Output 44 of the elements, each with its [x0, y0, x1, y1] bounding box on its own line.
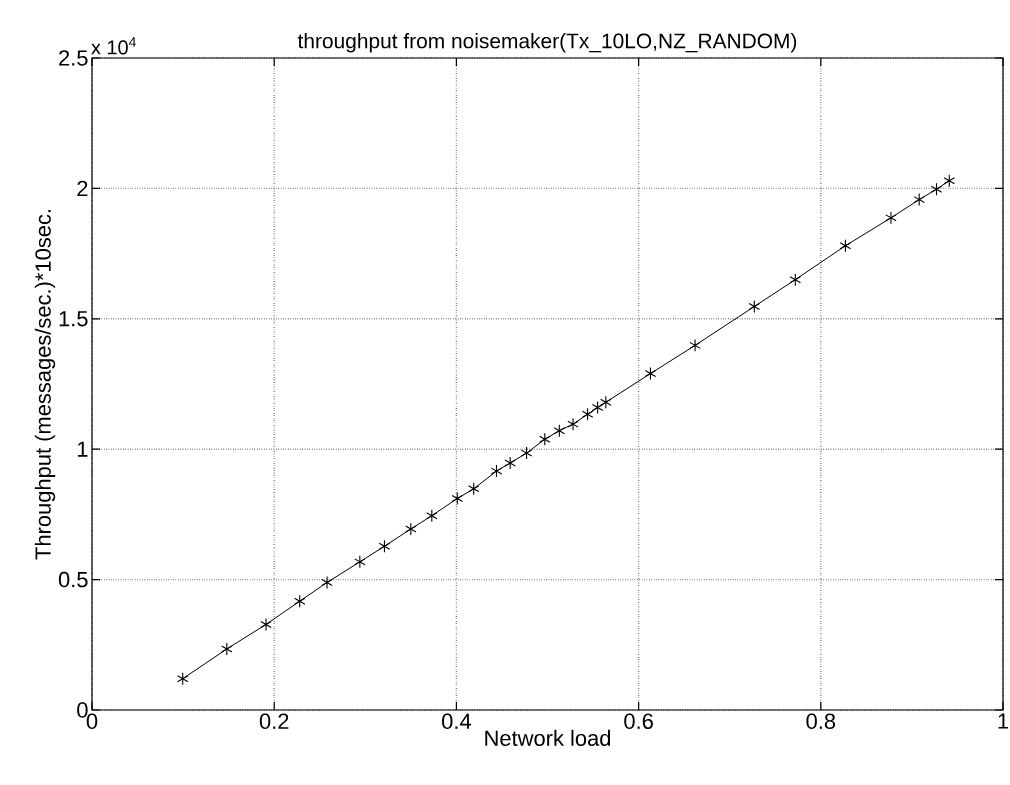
- point: [354, 555, 366, 569]
- y-tick-label: 2.5: [59, 50, 88, 66]
- chart-title: throughput from noisemaker(Tx_10LO,NZ_RANDOM): [297, 32, 797, 53]
- point: [467, 482, 480, 496]
- point: [260, 617, 272, 631]
- x-tick-label: 0.6: [624, 713, 653, 730]
- x-tick-label: 0.4: [442, 713, 471, 730]
- point: [451, 491, 464, 505]
- point: [520, 446, 533, 460]
- point: [885, 211, 897, 225]
- point: [539, 432, 551, 446]
- y-tick-label: 1: [77, 441, 88, 457]
- point: [221, 642, 233, 656]
- point: [913, 193, 925, 207]
- point: [177, 672, 189, 686]
- y-tick-label: 1.5: [59, 311, 88, 327]
- point: [943, 174, 955, 188]
- point: [321, 575, 333, 589]
- y-axis-title: Throughput (messages/sec.)*10sec.: [34, 210, 56, 560]
- y-tick-label: 0: [77, 702, 88, 718]
- y-tick-label: 2: [77, 180, 88, 197]
- y-tick-label: 0.5: [58, 571, 88, 588]
- x-tick-label: 0.2: [259, 713, 289, 730]
- point: [567, 417, 579, 431]
- point: [553, 424, 566, 438]
- point: [426, 509, 438, 523]
- text: x 10$^{4}$: [91, 37, 136, 55]
- point: [930, 182, 943, 196]
- point: [504, 456, 516, 470]
- point: [293, 594, 306, 608]
- point: [405, 522, 417, 536]
- point: [490, 464, 503, 478]
- point: [600, 395, 612, 409]
- point: [789, 273, 802, 287]
- point: [644, 367, 657, 381]
- point: [378, 539, 391, 553]
- x-tick-label: 0.8: [806, 713, 836, 730]
- point: [591, 400, 604, 414]
- point: [689, 338, 701, 352]
- point: [748, 300, 761, 314]
- x-tick-label: 1: [998, 713, 1009, 729]
- point: [839, 239, 852, 253]
- x-axis-title: Network load: [485, 729, 611, 746]
- point: [581, 407, 594, 421]
